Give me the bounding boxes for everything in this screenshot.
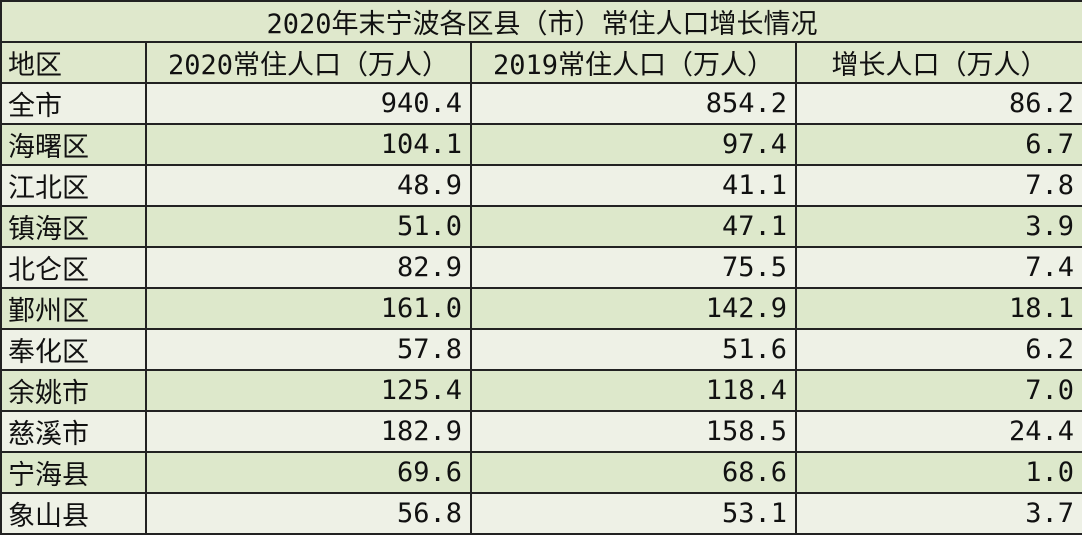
cell-region: 宁海县 xyxy=(0,451,147,494)
cell-region: 海曙区 xyxy=(0,123,147,166)
cell-region: 江北区 xyxy=(0,164,147,207)
cell-2019: 51.6 xyxy=(470,328,797,371)
cell-region: 象山县 xyxy=(0,492,147,535)
table-row: 慈溪市 182.9 158.5 24.4 xyxy=(0,410,1082,453)
cell-2019: 47.1 xyxy=(470,205,797,248)
cell-growth: 1.0 xyxy=(794,451,1082,494)
cell-2020: 104.1 xyxy=(145,123,472,166)
table-row: 镇海区 51.0 47.1 3.9 xyxy=(0,205,1082,248)
cell-2020: 57.8 xyxy=(145,328,472,371)
cell-growth: 7.0 xyxy=(794,369,1082,412)
cell-growth: 6.2 xyxy=(794,328,1082,371)
cell-2020: 940.4 xyxy=(145,82,472,125)
cell-growth: 7.4 xyxy=(794,246,1082,289)
cell-2019: 158.5 xyxy=(470,410,797,453)
table-row: 象山县 56.8 53.1 3.7 xyxy=(0,492,1082,535)
cell-growth: 3.9 xyxy=(794,205,1082,248)
table-row: 奉化区 57.8 51.6 6.2 xyxy=(0,328,1082,371)
table-row: 余姚市 125.4 118.4 7.0 xyxy=(0,369,1082,412)
cell-2019: 53.1 xyxy=(470,492,797,535)
table-row: 宁海县 69.6 68.6 1.0 xyxy=(0,451,1082,494)
cell-region: 鄞州区 xyxy=(0,287,147,330)
cell-2020: 182.9 xyxy=(145,410,472,453)
cell-2019: 75.5 xyxy=(470,246,797,289)
header-2020: 2020常住人口（万人） xyxy=(145,41,472,84)
cell-2019: 118.4 xyxy=(470,369,797,412)
cell-growth: 18.1 xyxy=(794,287,1082,330)
table-row: 北仑区 82.9 75.5 7.4 xyxy=(0,246,1082,289)
header-region: 地区 xyxy=(0,41,147,84)
cell-2020: 51.0 xyxy=(145,205,472,248)
header-2019: 2019常住人口（万人） xyxy=(470,41,797,84)
header-growth: 增长人口（万人） xyxy=(794,41,1082,84)
cell-2019: 854.2 xyxy=(470,82,797,125)
cell-2019: 97.4 xyxy=(470,123,797,166)
table-title: 2020年末宁波各区县（市）常住人口增长情况 xyxy=(0,0,1082,43)
cell-growth: 6.7 xyxy=(794,123,1082,166)
cell-region: 北仑区 xyxy=(0,246,147,289)
cell-growth: 3.7 xyxy=(794,492,1082,535)
table-row: 全市 940.4 854.2 86.2 xyxy=(0,82,1082,125)
table-row: 鄞州区 161.0 142.9 18.1 xyxy=(0,287,1082,330)
cell-2020: 56.8 xyxy=(145,492,472,535)
cell-2019: 142.9 xyxy=(470,287,797,330)
cell-region: 镇海区 xyxy=(0,205,147,248)
cell-region: 余姚市 xyxy=(0,369,147,412)
cell-growth: 24.4 xyxy=(794,410,1082,453)
cell-2020: 48.9 xyxy=(145,164,472,207)
cell-2020: 125.4 xyxy=(145,369,472,412)
cell-growth: 86.2 xyxy=(794,82,1082,125)
header-row: 地区 2020常住人口（万人） 2019常住人口（万人） 增长人口（万人） xyxy=(0,41,1082,84)
cell-growth: 7.8 xyxy=(794,164,1082,207)
cell-2020: 161.0 xyxy=(145,287,472,330)
table-row: 海曙区 104.1 97.4 6.7 xyxy=(0,123,1082,166)
table-row: 江北区 48.9 41.1 7.8 xyxy=(0,164,1082,207)
cell-region: 奉化区 xyxy=(0,328,147,371)
title-row: 2020年末宁波各区县（市）常住人口增长情况 xyxy=(0,0,1082,43)
cell-region: 慈溪市 xyxy=(0,410,147,453)
cell-2019: 41.1 xyxy=(470,164,797,207)
cell-2020: 82.9 xyxy=(145,246,472,289)
cell-2019: 68.6 xyxy=(470,451,797,494)
cell-2020: 69.6 xyxy=(145,451,472,494)
cell-region: 全市 xyxy=(0,82,147,125)
